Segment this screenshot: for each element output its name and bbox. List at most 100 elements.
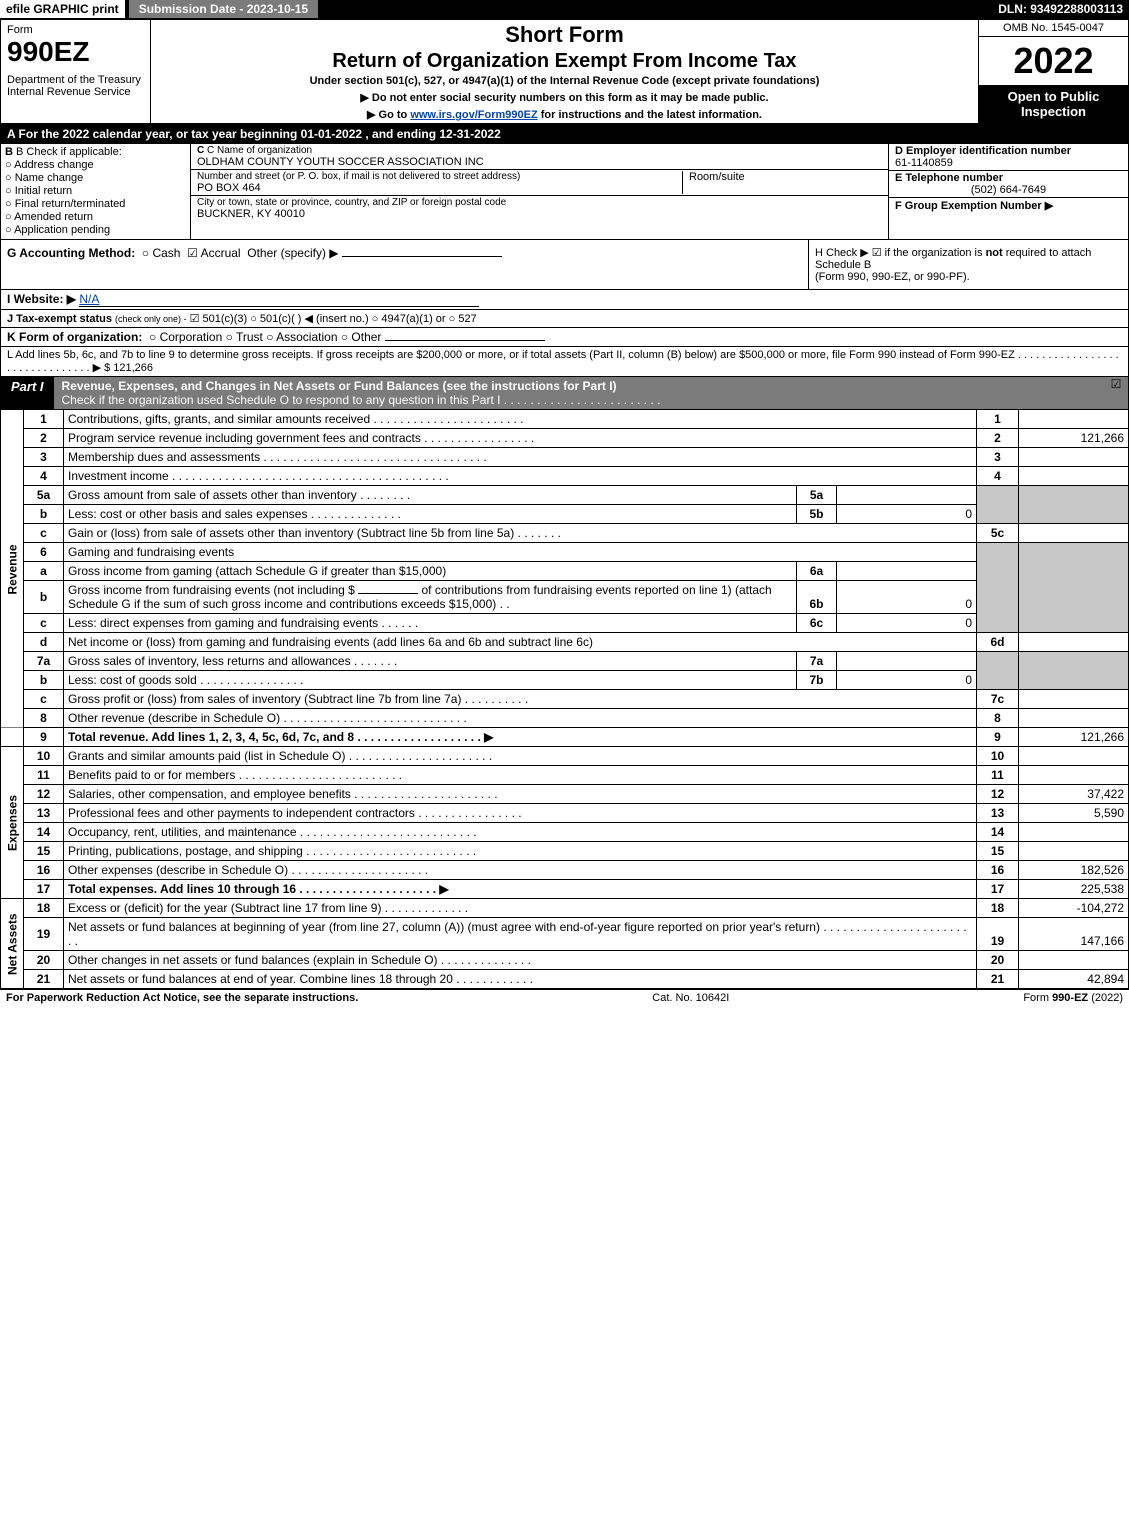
rt-val	[1019, 842, 1129, 861]
line-desc: Program service revenue including govern…	[64, 429, 977, 448]
line-desc: Total revenue. Add lines 1, 2, 3, 4, 5c,…	[64, 728, 977, 747]
rt-val	[1019, 766, 1129, 785]
grey-cell	[1019, 486, 1129, 524]
line-desc: Investment income . . . . . . . . . . . …	[64, 467, 977, 486]
part1-table: Revenue 1 Contributions, gifts, grants, …	[0, 410, 1129, 989]
rt-val: 121,266	[1019, 728, 1129, 747]
line-desc: Benefits paid to or for members . . . . …	[64, 766, 977, 785]
line-desc: Contributions, gifts, grants, and simila…	[64, 410, 977, 429]
line-desc: Net assets or fund balances at beginning…	[64, 918, 977, 951]
rt-num: 14	[977, 823, 1019, 842]
line-num: 6	[24, 543, 64, 562]
g-cash[interactable]: Cash	[152, 246, 180, 260]
d-label: D Employer identification number	[895, 145, 1071, 157]
chk-address-change[interactable]: ○ Address change	[5, 159, 186, 171]
r6b-d1: Gross income from fundraising events (no…	[68, 583, 355, 597]
omb-number: OMB No. 1545-0047	[979, 20, 1128, 37]
line-num: 3	[24, 448, 64, 467]
c-name-label: C Name of organization	[207, 145, 312, 156]
line-num: 4	[24, 467, 64, 486]
h-text3: (Form 990, 990-EZ, or 990-PF).	[815, 271, 970, 283]
website-link[interactable]: N/A	[79, 292, 479, 307]
line-num: 5a	[24, 486, 64, 505]
irs-link[interactable]: www.irs.gov/Form990EZ	[410, 109, 537, 121]
line-num: 7a	[24, 652, 64, 671]
g-accrual[interactable]: Accrual	[201, 246, 241, 260]
form-header: Form 990EZ Department of the Treasury In…	[0, 20, 1129, 124]
rt-num: 12	[977, 785, 1019, 804]
line-num: c	[24, 524, 64, 543]
rt-num: 17	[977, 880, 1019, 899]
footer-mid: Cat. No. 10642I	[358, 992, 1023, 1004]
rt-num: 6d	[977, 633, 1019, 652]
org-name: OLDHAM COUNTY YOUTH SOCCER ASSOCIATION I…	[197, 156, 484, 168]
line-desc: Salaries, other compensation, and employ…	[64, 785, 977, 804]
r6b-fill[interactable]	[358, 593, 418, 594]
line-desc: Gross sales of inventory, less returns a…	[64, 652, 797, 671]
chk-initial-return[interactable]: ○ Initial return	[5, 185, 186, 197]
submission-date: Submission Date - 2023-10-15	[129, 0, 318, 18]
line-desc: Excess or (deficit) for the year (Subtra…	[64, 899, 977, 918]
rt-num: 16	[977, 861, 1019, 880]
rt-val	[1019, 633, 1129, 652]
chk-label: Initial return	[15, 185, 72, 197]
line-num: 9	[24, 728, 64, 747]
line-desc: Less: direct expenses from gaming and fu…	[64, 614, 797, 633]
section-b: B B Check if applicable: ○ Address chang…	[1, 144, 191, 239]
section-h: H Check ▶ ☑ if the organization is not r…	[808, 240, 1128, 289]
k-opts[interactable]: ○ Corporation ○ Trust ○ Association ○ Ot…	[149, 330, 381, 344]
chk-label: Address change	[14, 159, 94, 171]
r17-desc: Total expenses. Add lines 10 through 16 …	[68, 882, 449, 896]
rt-val	[1019, 467, 1129, 486]
g-other-fill[interactable]	[342, 256, 502, 257]
part1-label: Part I	[1, 377, 54, 409]
line-desc: Less: cost or other basis and sales expe…	[64, 505, 797, 524]
part1-checkbox[interactable]: ☑	[1104, 377, 1128, 409]
j-opts[interactable]: ☑ 501(c)(3) ○ 501(c)( ) ◀ (insert no.) ○…	[190, 313, 477, 325]
line-num: 15	[24, 842, 64, 861]
line-num: 1	[24, 410, 64, 429]
line-desc: Gross income from gaming (attach Schedul…	[64, 562, 797, 581]
line-desc: Other revenue (describe in Schedule O) .…	[64, 709, 977, 728]
sub-val	[837, 652, 977, 671]
sub-val	[837, 562, 977, 581]
k-other-fill[interactable]	[385, 340, 545, 341]
line-desc: Gross profit or (loss) from sales of inv…	[64, 690, 977, 709]
form-title: Return of Organization Exempt From Incom…	[159, 50, 970, 73]
chk-name-change[interactable]: ○ Name change	[5, 172, 186, 184]
c-addr-cell: Number and street (or P. O. box, if mail…	[191, 170, 888, 196]
rt-val	[1019, 747, 1129, 766]
rt-val: 37,422	[1019, 785, 1129, 804]
rt-val: 5,590	[1019, 804, 1129, 823]
line-desc: Other expenses (describe in Schedule O) …	[64, 861, 977, 880]
efile-label[interactable]: efile GRAPHIC print	[0, 0, 125, 18]
line-desc: Gaming and fundraising events	[64, 543, 977, 562]
line-num: 21	[24, 970, 64, 989]
rt-val: -104,272	[1019, 899, 1129, 918]
c-city-label: City or town, state or province, country…	[197, 197, 506, 208]
line-num: 8	[24, 709, 64, 728]
section-g: G Accounting Method: ○ Cash ☑ Accrual Ot…	[1, 240, 808, 289]
line-num: 12	[24, 785, 64, 804]
chk-amended-return[interactable]: ○ Amended return	[5, 211, 186, 223]
chk-final-return[interactable]: ○ Final return/terminated	[5, 198, 186, 210]
f-group: F Group Exemption Number ▶	[889, 198, 1128, 239]
sub-num: 6b	[797, 581, 837, 614]
line-num: 14	[24, 823, 64, 842]
line-num: 11	[24, 766, 64, 785]
sub-num: 5a	[797, 486, 837, 505]
rt-val	[1019, 823, 1129, 842]
form-subtitle: Under section 501(c), 527, or 4947(a)(1)…	[159, 75, 970, 87]
sub-val	[837, 486, 977, 505]
rt-val	[1019, 951, 1129, 970]
top-bar: efile GRAPHIC print Submission Date - 20…	[0, 0, 1129, 20]
grey-cell	[1019, 543, 1129, 633]
line-desc: Printing, publications, postage, and shi…	[64, 842, 977, 861]
chk-application-pending[interactable]: ○ Application pending	[5, 224, 186, 236]
rt-val: 121,266	[1019, 429, 1129, 448]
g-other[interactable]: Other (specify) ▶	[247, 246, 338, 260]
rt-num: 5c	[977, 524, 1019, 543]
chk-label: Final return/terminated	[15, 198, 126, 210]
line-num: b	[24, 505, 64, 524]
rt-num: 9	[977, 728, 1019, 747]
